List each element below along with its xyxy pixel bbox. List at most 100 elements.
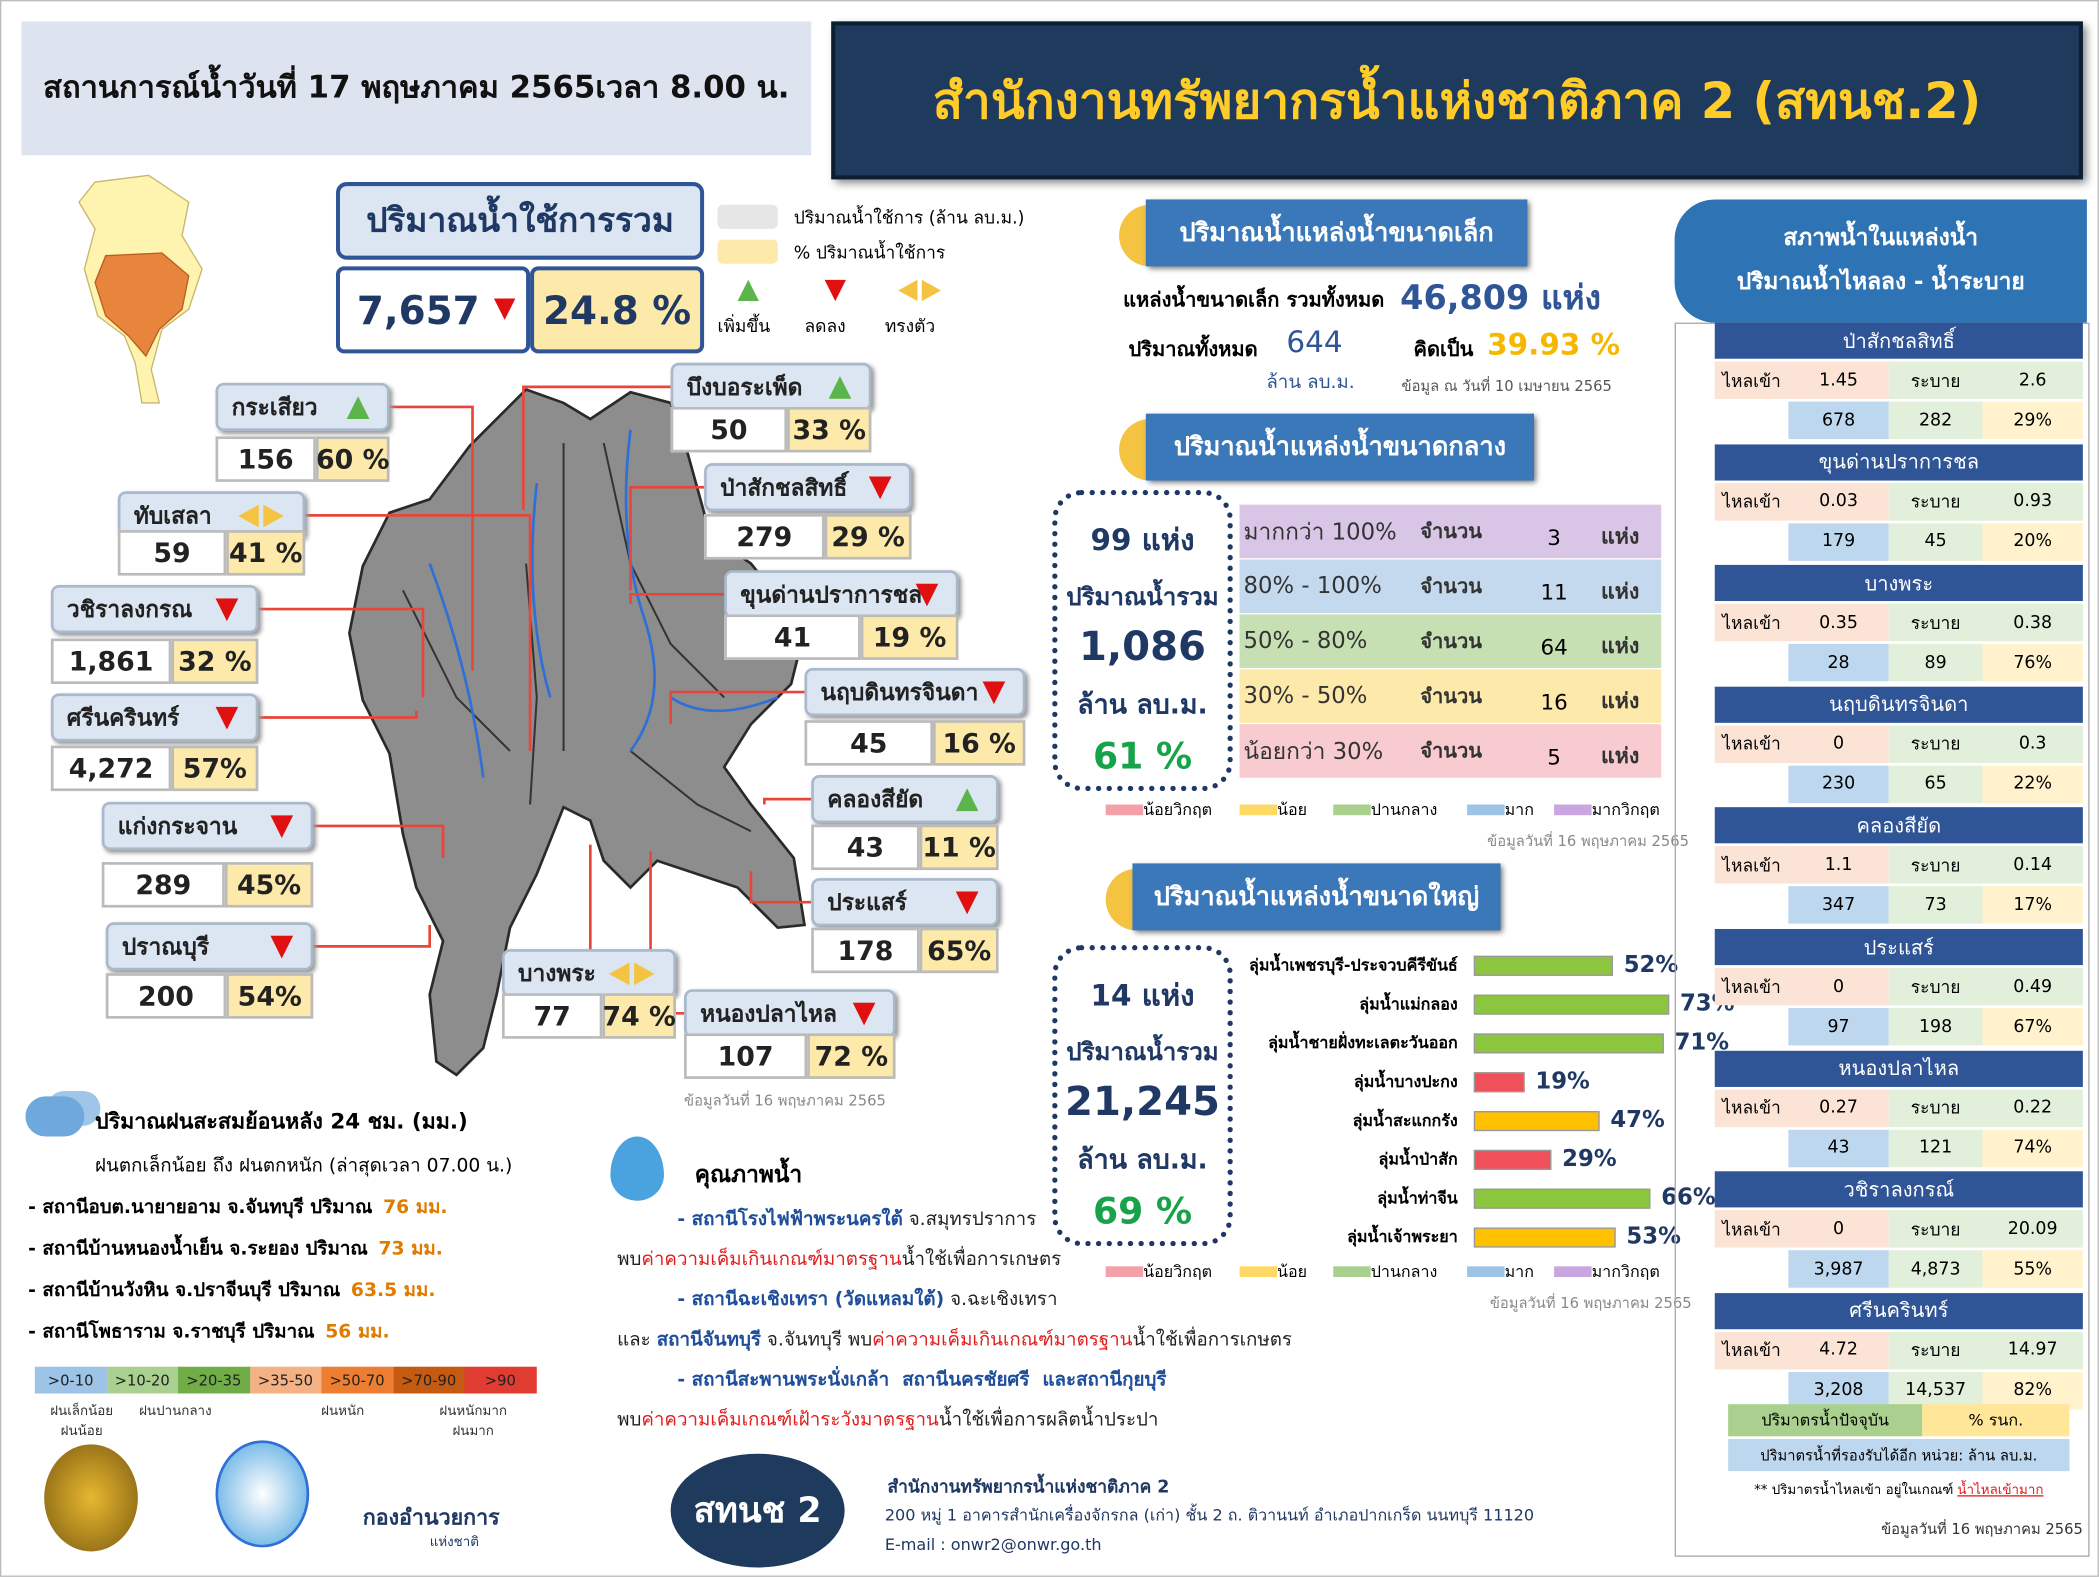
date-title: สถานการณ์น้ำวันที่ 17 พฤษภาคม 2565เวลา 8…	[21, 21, 812, 156]
panel-legend: ปริมาตรน้ำที่รองรับได้อีก หน่วย: ล้าน ลบ…	[1728, 1438, 2070, 1472]
legend-text: มาก	[1504, 799, 1534, 819]
legend-swatch	[1239, 804, 1278, 816]
footer-email: E-mail : onwr2@onwr.go.th	[884, 1535, 1102, 1555]
quality-text: จ.ฉะเชิงเทรา	[944, 1289, 1058, 1311]
reservoir-percent: 57%	[171, 745, 259, 792]
connector	[749, 871, 812, 904]
basin-bar	[1473, 1227, 1616, 1248]
data-note: ข้อมูล ณ วันที่ 10 เมษายน 2565	[1401, 377, 1612, 395]
basin-name: ลุ่มน้ำสะแกกรัง	[1352, 1110, 1458, 1130]
level-count: 3	[1547, 524, 1561, 550]
level-row	[1239, 614, 1662, 668]
dam-name: นฤบดินทรจินดา	[1714, 686, 2083, 723]
quality-text: น้ำใช้เพื่อการผลิตน้ำประปา	[938, 1409, 1159, 1431]
rain-caption: ฝนเล็กน้อย	[50, 1404, 114, 1419]
rain-station: - สถานีบ้านหนองน้ำเย็น จ.ระยอง ปริมาณ 73 …	[28, 1232, 590, 1267]
legend-swatch	[1554, 1266, 1592, 1278]
small-count: 46,809 แห่ง	[1400, 278, 1601, 318]
summary-volume-label: ปริมาณน้ำรวม	[1066, 1038, 1219, 1067]
quality-text: และ	[617, 1329, 657, 1351]
reservoir-percent: 19 %	[860, 614, 959, 660]
dam-cell: 230	[1788, 765, 1889, 803]
trend-shape	[828, 376, 852, 399]
rain-station: - สถานีอบต.นายายอาม จ.จันทบุรี ปริมาณ 76 …	[28, 1190, 590, 1225]
summary-percent: 61 %	[1092, 735, 1193, 778]
trend-shape	[634, 962, 655, 986]
dam-cell: 28	[1788, 644, 1889, 682]
trend-shape	[982, 681, 1006, 705]
trend-shape	[346, 396, 370, 419]
dam-cell: 1.45	[1788, 361, 1889, 399]
dam-cell: ระบาย	[1888, 967, 1983, 1006]
legend-swatch	[1467, 1266, 1505, 1278]
dam-cell: 76%	[1982, 644, 2083, 682]
basin-bar	[1473, 955, 1614, 976]
section-title: ปริมาณน้ำแหล่งน้ำขนาดกลาง	[1145, 413, 1535, 481]
dam-cell: ไหลเข้า	[1714, 361, 1789, 399]
quality-text: ค่าความเค็มเกณฑ์เฝ้าระวังมาตรฐาน	[641, 1409, 939, 1431]
level-unit: แห่ง	[1600, 687, 1640, 713]
trend-icon	[955, 891, 979, 915]
connector	[629, 485, 705, 591]
reservoir-volume: 59	[117, 530, 227, 576]
connector	[258, 710, 418, 719]
trend-icon	[898, 279, 942, 302]
dam-cell: 4.72	[1788, 1331, 1889, 1370]
legend-swatch	[1105, 804, 1144, 816]
reservoir-percent: 11 %	[919, 824, 999, 871]
office-badge: สทนช 2	[670, 1453, 845, 1568]
reservoir-volume: 77	[501, 993, 603, 1039]
dam-name: คลองสียัด	[1714, 807, 2083, 844]
quality-text: น้ำใช้เพื่อการเกษตร	[1132, 1329, 1292, 1351]
trend-shape	[215, 598, 239, 622]
reservoir-volume: 1,861	[50, 638, 172, 685]
trend-shape	[270, 815, 294, 838]
dam-cell: ระบาย	[1888, 725, 1983, 763]
logo-emblem	[44, 1444, 138, 1552]
summary-count: 99 แห่ง	[1090, 524, 1195, 558]
data-note: ข้อมูลวันที่ 16 พฤษภาคม 2565	[684, 1092, 886, 1110]
basin-label: 52%	[1623, 951, 1679, 979]
trend-shape	[493, 298, 516, 320]
trend-shape	[921, 279, 942, 302]
dam-cell: ระบาย	[1888, 1331, 1983, 1370]
panel-title: ปริมาณน้ำไหลลง - น้ำระบาย	[1736, 268, 2025, 296]
command-center: กองอำนวยการ	[362, 1503, 500, 1530]
reservoir-percent: 45%	[224, 862, 314, 908]
dam-cell: ไหลเข้า	[1714, 846, 1789, 884]
legend-text: ปริมาณน้ำใช้การ (ล้าน ลบ.ม.)	[793, 208, 1025, 229]
level-row	[1239, 504, 1662, 559]
trend-shape	[955, 891, 979, 915]
connector	[763, 797, 812, 805]
dam-cell: ระบาย	[1888, 1210, 1983, 1248]
station-text: - สถานีอบต.นายายอาม จ.จันทบุรี ปริมาณ	[28, 1196, 373, 1219]
trend-icon	[982, 681, 1006, 705]
dam-cell: 0.3	[1982, 725, 2083, 763]
connector	[313, 924, 432, 948]
level-unit: แห่ง	[1600, 742, 1640, 768]
dam-cell: ไหลเข้า	[1714, 725, 1789, 763]
basin-label: 66%	[1661, 1184, 1716, 1212]
rain-scale-step: >90	[464, 1366, 537, 1394]
section-title: ปริมาณน้ำแหล่งน้ำขนาดเล็ก	[1145, 199, 1528, 267]
dam-cell: 1.1	[1788, 846, 1889, 884]
station-amount: 73 มม.	[378, 1238, 443, 1260]
data-note: ข้อมูลวันที่ 16 พฤษภาคม 2565	[1487, 832, 1689, 851]
dam-cell: ระบาย	[1888, 603, 1983, 642]
panel-header	[1674, 199, 2087, 323]
quality-line: - สถานีสะพานพระนั่งเกล้า สถานีนครชัยศรี …	[677, 1363, 1427, 1398]
quality-text: จ.สมุทรปราการ	[902, 1208, 1037, 1231]
footer-office: สำนักงานทรัพยากรน้ำแห่งชาติภาค 2	[887, 1477, 1170, 1498]
reservoir-percent: 29 %	[824, 514, 912, 560]
station-amount: 63.5 มม.	[350, 1279, 436, 1302]
trend-icon	[238, 504, 284, 528]
summary-box	[1052, 489, 1233, 792]
dam-cell: 45	[1888, 522, 1983, 561]
command-center-sub: แห่งชาติ	[429, 1534, 479, 1550]
quality-text: - สถานีโรงไฟฟ้าพระนครใต้	[677, 1208, 903, 1231]
level-row	[1239, 559, 1662, 614]
station-text: - สถานีบ้านหนองน้ำเย็น จ.ระยอง ปริมาณ	[28, 1238, 368, 1260]
trend-icon	[270, 935, 294, 959]
reservoir-volume: 279	[704, 514, 825, 560]
panel-legend: ปริมาตรน้ำปัจจุบัน	[1728, 1404, 1923, 1437]
